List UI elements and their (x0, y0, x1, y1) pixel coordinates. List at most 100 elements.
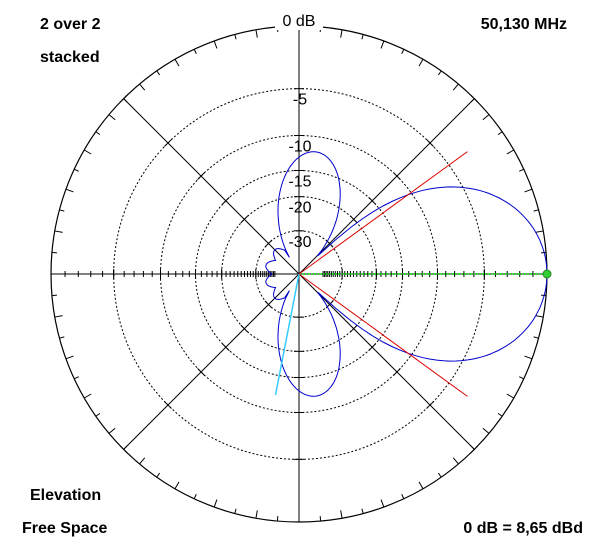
spoke-tick (264, 239, 273, 248)
spoke-tick (368, 343, 377, 352)
perimeter-tick (401, 494, 405, 499)
perimeter-tick (340, 510, 343, 519)
spoke-tick (119, 445, 128, 454)
perimeter-tick (361, 508, 364, 514)
spoke-line (298, 98, 475, 275)
radiation-pattern (265, 151, 552, 397)
perimeter-tick (361, 34, 364, 40)
title-line-1: 2 over 2 (40, 16, 101, 33)
spoke-tick (240, 324, 249, 333)
environment-label: Free Space (22, 520, 108, 537)
beam-edge-line (298, 273, 468, 397)
perimeter-tick (506, 149, 515, 155)
perimeter-tick (83, 149, 92, 155)
perimeter-tick (340, 29, 343, 38)
spoke-line (298, 273, 475, 450)
reference-label: 0 dB = 8,65 dBd (463, 520, 583, 537)
perimeter-tick (54, 230, 63, 233)
perimeter-tick (54, 315, 63, 318)
perimeter-tick (380, 499, 385, 508)
frequency-label: 50,130 MHz (480, 16, 567, 33)
spoke-tick (197, 368, 205, 376)
perimeter-tick (524, 188, 533, 193)
perimeter-tick (59, 336, 65, 339)
zero-label-bg (275, 12, 323, 30)
perimeter-tick (418, 481, 424, 490)
rear-lobe-line (274, 273, 300, 396)
perimeter-tick (535, 315, 544, 318)
spoke-tick (164, 401, 172, 409)
perimeter-tick (95, 131, 101, 136)
perimeter-tick (123, 445, 128, 450)
perimeter-tick (519, 168, 524, 172)
beam-edge-line (298, 151, 468, 275)
perimeter-tick (470, 98, 475, 103)
perimeter-tick (519, 376, 524, 380)
perimeter-tick (65, 355, 74, 360)
perimeter-tick (452, 83, 459, 91)
perimeter-tick (255, 29, 258, 38)
perimeter-tick (437, 472, 442, 478)
perimeter-tick (123, 98, 128, 103)
perimeter-tick (156, 472, 161, 478)
perimeter-tick (452, 457, 459, 465)
spoke-tick (264, 300, 273, 309)
spoke-tick (119, 94, 128, 103)
spoke-tick (426, 401, 434, 409)
spoke-tick (197, 172, 205, 180)
perimeter-tick (193, 494, 197, 499)
perimeter-tick (65, 188, 74, 193)
spoke-tick (164, 139, 172, 147)
perimeter-tick (174, 58, 180, 67)
perimeter-tick (401, 49, 405, 54)
perimeter-tick (213, 40, 218, 49)
perimeter-tick (74, 376, 79, 380)
perimeter-tick (497, 131, 503, 136)
view-label: Elevation (30, 487, 102, 504)
radial-tick-label: -20 (288, 200, 311, 217)
spoke-tick (221, 196, 230, 205)
spoke-tick (393, 368, 401, 376)
spoke-tick (393, 172, 401, 180)
title-line-2: stacked (40, 49, 100, 66)
perimeter-tick (83, 393, 92, 399)
perimeter-tick (418, 58, 424, 67)
pattern-curve (265, 151, 548, 397)
perimeter-tick (108, 114, 116, 121)
spoke-tick (349, 324, 358, 333)
perimeter-tick (139, 457, 146, 465)
spoke-tick (349, 215, 358, 224)
perimeter-tick (535, 230, 544, 233)
perimeter-tick (213, 499, 218, 508)
radial-tick-label: -10 (288, 139, 311, 156)
perimeter-tick (255, 510, 258, 519)
perimeter-tick (139, 83, 146, 91)
spoke-tick (240, 215, 249, 224)
spoke-tick (470, 94, 479, 103)
perimeter-tick (524, 355, 533, 360)
perimeter-tick (95, 412, 101, 417)
radial-tick-label: -15 (288, 174, 311, 191)
perimeter-tick (59, 209, 65, 212)
spoke-tick (426, 139, 434, 147)
max-gain-marker (542, 269, 552, 279)
perimeter-tick (108, 427, 116, 434)
perimeter-tick (482, 114, 490, 121)
radial-scale-labels: 0 dB -5 -10 -15 -20 -30 (275, 12, 323, 251)
radial-tick-label: 0 dB (283, 13, 316, 30)
radial-tick-label: -30 (288, 234, 311, 251)
perimeter-tick (533, 209, 539, 212)
perimeter-tick (482, 427, 490, 434)
perimeter-tick (234, 508, 237, 514)
radial-tick-label: -5 (293, 92, 307, 109)
spoke-line (123, 273, 300, 450)
spoke-line (123, 98, 300, 275)
perimeter-tick (234, 34, 237, 40)
perimeter-tick (437, 70, 442, 76)
perimeter-tick (533, 336, 539, 339)
perimeter-tick (74, 168, 79, 172)
perimeter-tick (380, 40, 385, 49)
perimeter-tick (497, 412, 503, 417)
perimeter-tick (470, 445, 475, 450)
